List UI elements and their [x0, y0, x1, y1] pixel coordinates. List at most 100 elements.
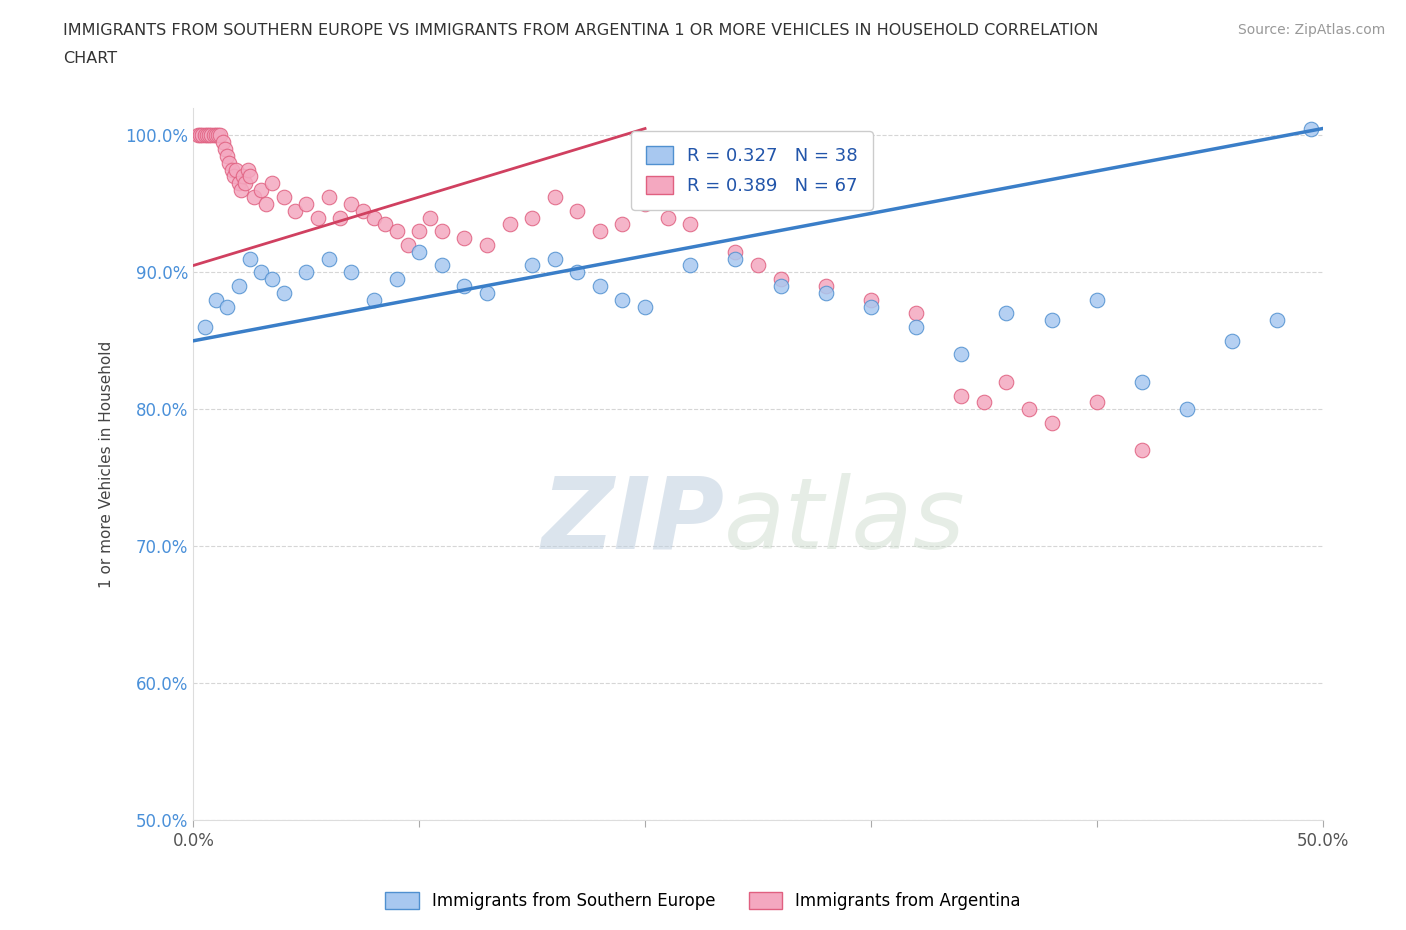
Point [198, 128, 221, 143]
Point [769, 279, 792, 294]
Point [236, 162, 259, 177]
Point [396, 237, 419, 252]
Point [1130, 375, 1153, 390]
Point [188, 128, 211, 143]
Point [1040, 312, 1063, 327]
Point [567, 204, 589, 219]
Point [363, 210, 385, 225]
Point [221, 162, 243, 177]
Text: CHART: CHART [63, 51, 117, 66]
Point [567, 265, 589, 280]
Text: IMMIGRANTS FROM SOUTHERN EUROPE VS IMMIGRANTS FROM ARGENTINA 1 OR MORE VEHICLES : IMMIGRANTS FROM SOUTHERN EUROPE VS IMMIG… [63, 23, 1098, 38]
Point [284, 204, 307, 219]
Point [218, 155, 240, 170]
Point [194, 128, 217, 143]
Point [520, 210, 543, 225]
Text: atlas: atlas [724, 472, 966, 569]
Point [194, 320, 217, 335]
Point [995, 306, 1018, 321]
Legend: Immigrants from Southern Europe, Immigrants from Argentina: Immigrants from Southern Europe, Immigra… [378, 885, 1028, 917]
Point [318, 190, 340, 205]
Point [679, 258, 702, 272]
Legend: R = 0.327   N = 38, R = 0.389   N = 67: R = 0.327 N = 38, R = 0.389 N = 67 [631, 131, 873, 209]
Point [187, 128, 209, 143]
Point [209, 128, 232, 143]
Point [239, 251, 262, 266]
Point [475, 237, 498, 252]
Point [724, 245, 747, 259]
Point [544, 190, 567, 205]
Point [453, 231, 475, 246]
Point [859, 292, 882, 307]
Point [239, 169, 262, 184]
Point [430, 258, 453, 272]
Point [1085, 395, 1108, 410]
Point [262, 272, 284, 286]
Point [228, 176, 250, 191]
Point [657, 210, 679, 225]
Point [254, 196, 277, 211]
Point [1301, 121, 1323, 136]
Point [195, 128, 218, 143]
Point [408, 245, 430, 259]
Text: ZIP: ZIP [541, 472, 724, 569]
Point [634, 299, 657, 314]
Point [747, 258, 769, 272]
Point [950, 388, 973, 403]
Point [475, 286, 498, 300]
Point [408, 224, 430, 239]
Point [250, 182, 273, 197]
Point [950, 347, 973, 362]
Point [340, 265, 363, 280]
Point [207, 128, 229, 143]
Point [634, 196, 657, 211]
Point [1130, 443, 1153, 458]
Point [211, 135, 233, 150]
Point [243, 190, 266, 205]
Point [214, 141, 236, 156]
Point [374, 217, 396, 232]
Point [229, 182, 252, 197]
Point [1267, 312, 1289, 327]
Y-axis label: 1 or more Vehicles in Household: 1 or more Vehicles in Household [100, 340, 114, 588]
Point [225, 162, 247, 177]
Point [1040, 416, 1063, 431]
Point [498, 217, 520, 232]
Point [385, 272, 408, 286]
Point [295, 196, 318, 211]
Point [340, 196, 363, 211]
Point [191, 128, 214, 143]
Point [273, 190, 295, 205]
Point [329, 210, 352, 225]
Point [1175, 402, 1198, 417]
Point [419, 210, 441, 225]
Point [430, 224, 453, 239]
Point [724, 251, 747, 266]
Point [814, 286, 837, 300]
Text: Source: ZipAtlas.com: Source: ZipAtlas.com [1237, 23, 1385, 37]
Point [612, 292, 634, 307]
Point [217, 149, 239, 164]
Point [318, 251, 340, 266]
Point [1018, 402, 1040, 417]
Point [973, 395, 995, 410]
Point [262, 176, 284, 191]
Point [589, 224, 612, 239]
Point [905, 306, 928, 321]
Point [205, 128, 228, 143]
Point [200, 128, 222, 143]
Point [385, 224, 408, 239]
Point [612, 217, 634, 232]
Point [520, 258, 543, 272]
Point [222, 169, 245, 184]
Point [217, 299, 239, 314]
Point [250, 265, 273, 280]
Point [228, 279, 250, 294]
Point [679, 217, 702, 232]
Point [589, 279, 612, 294]
Point [544, 251, 567, 266]
Point [273, 286, 295, 300]
Point [814, 279, 837, 294]
Point [307, 210, 329, 225]
Point [295, 265, 318, 280]
